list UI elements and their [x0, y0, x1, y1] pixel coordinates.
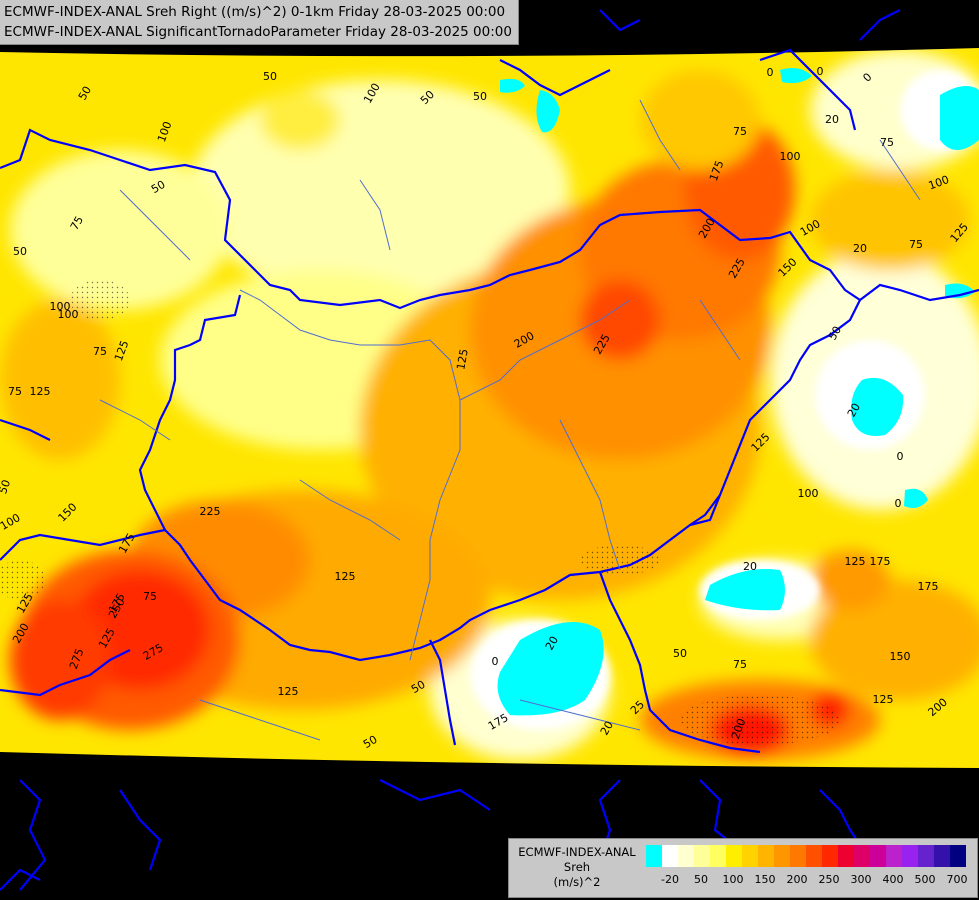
- legend-variable: Sreh: [563, 860, 591, 874]
- legend-swatch: [902, 845, 918, 867]
- legend-tick: -20: [661, 873, 679, 886]
- contour-label: 0: [895, 497, 902, 510]
- contour-label: 50: [826, 324, 844, 343]
- field-shading: [0, 48, 979, 768]
- color-legend: ECMWF-INDEX-ANAL Sreh (m/s)^2 -20 50 100 15…: [508, 838, 978, 898]
- legend-swatch: [870, 845, 886, 867]
- contour-label: 50: [149, 178, 168, 196]
- contour-label: 225: [200, 505, 221, 518]
- legend-source: ECMWF-INDEX-ANAL Sreh (m/s)^2: [511, 845, 643, 890]
- contour-label: 50: [361, 733, 380, 751]
- title-line-2: ECMWF-INDEX-ANAL SignificantTornadoParam…: [4, 24, 512, 40]
- contour-label: 50: [0, 478, 13, 496]
- legend-swatch: [678, 845, 694, 867]
- legend-swatch: [950, 845, 966, 867]
- legend-swatch: [790, 845, 806, 867]
- contour-label: 0: [817, 65, 824, 78]
- contour-label: 125: [845, 555, 866, 568]
- contour-label: 50: [263, 70, 277, 83]
- contour-label: 50: [473, 90, 487, 103]
- legend-swatch: [694, 845, 710, 867]
- legend-tick: 300: [850, 873, 872, 886]
- legend-swatch: [662, 845, 678, 867]
- contour-label: 20: [598, 719, 616, 738]
- contour-label: 50: [673, 647, 687, 660]
- contour-label: 20: [853, 242, 867, 255]
- contour-label: 50: [409, 678, 428, 696]
- contour-label: 75: [880, 136, 894, 149]
- legend-swatch: [854, 845, 870, 867]
- legend-swatch: [838, 845, 854, 867]
- contour-label: 0: [767, 66, 774, 79]
- contour-label: 175: [918, 580, 939, 593]
- contour-label: 50: [76, 84, 94, 103]
- contour-label: 50: [13, 245, 27, 258]
- country-borders: [0, 9, 979, 891]
- legend-tick: 50: [694, 873, 708, 886]
- legend-tick: 100: [722, 873, 744, 886]
- legend-swatch: [774, 845, 790, 867]
- legend-swatch: [742, 845, 758, 867]
- title-line-1: ECMWF-INDEX-ANAL Sreh Right ((m/s)^2) 0-…: [4, 4, 506, 20]
- contour-label: 75: [733, 658, 747, 671]
- contour-label: 20: [825, 113, 839, 126]
- rivers: [99, 99, 921, 741]
- legend-swatches: [646, 845, 966, 867]
- legend-swatch: [758, 845, 774, 867]
- legend-swatch: [806, 845, 822, 867]
- contour-label: 20: [845, 401, 863, 420]
- contour-label: 125: [30, 385, 51, 398]
- legend-tick: 400: [882, 873, 904, 886]
- legend-source-text: ECMWF-INDEX-ANAL: [518, 845, 636, 859]
- legend-swatch: [646, 845, 662, 867]
- legend-swatch: [726, 845, 742, 867]
- contour-label: 75: [143, 590, 157, 603]
- legend-swatch: [918, 845, 934, 867]
- contour-label: 20: [543, 634, 561, 653]
- legend-tick: 150: [754, 873, 776, 886]
- contour-label: 100: [780, 150, 801, 163]
- contour-label: 0: [897, 450, 904, 463]
- contour-label: 125: [278, 685, 299, 698]
- legend-tick: 700: [946, 873, 968, 886]
- contour-label: 0: [492, 655, 499, 668]
- contour-label: 150: [890, 650, 911, 663]
- legend-swatch: [886, 845, 902, 867]
- contour-label: 75: [733, 125, 747, 138]
- contour-label: 100: [798, 487, 819, 500]
- contour-label: 175: [870, 555, 891, 568]
- contour-label: 75: [909, 238, 923, 251]
- legend-tick: 250: [818, 873, 840, 886]
- contour-label: 125: [873, 693, 894, 706]
- contour-label: 75: [93, 345, 107, 358]
- legend-ticks: -20 50 100 150 200 250 300 400 500 700: [646, 873, 976, 889]
- contour-label: 75: [68, 214, 86, 233]
- title-box: ECMWF-INDEX-ANAL Sreh Right ((m/s)^2) 0-…: [0, 0, 519, 45]
- contour-label: 75: [8, 385, 22, 398]
- contour-label: 125: [454, 348, 470, 371]
- contour-label: 100: [58, 308, 79, 321]
- contour-label: 100: [50, 300, 71, 313]
- contour-label: 20: [743, 560, 757, 573]
- legend-tick: 500: [914, 873, 936, 886]
- legend-unit: (m/s)^2: [553, 875, 601, 889]
- legend-swatch: [822, 845, 838, 867]
- legend-tick: 200: [786, 873, 808, 886]
- contour-label: 125: [335, 570, 356, 583]
- legend-swatch: [934, 845, 950, 867]
- legend-swatch: [710, 845, 726, 867]
